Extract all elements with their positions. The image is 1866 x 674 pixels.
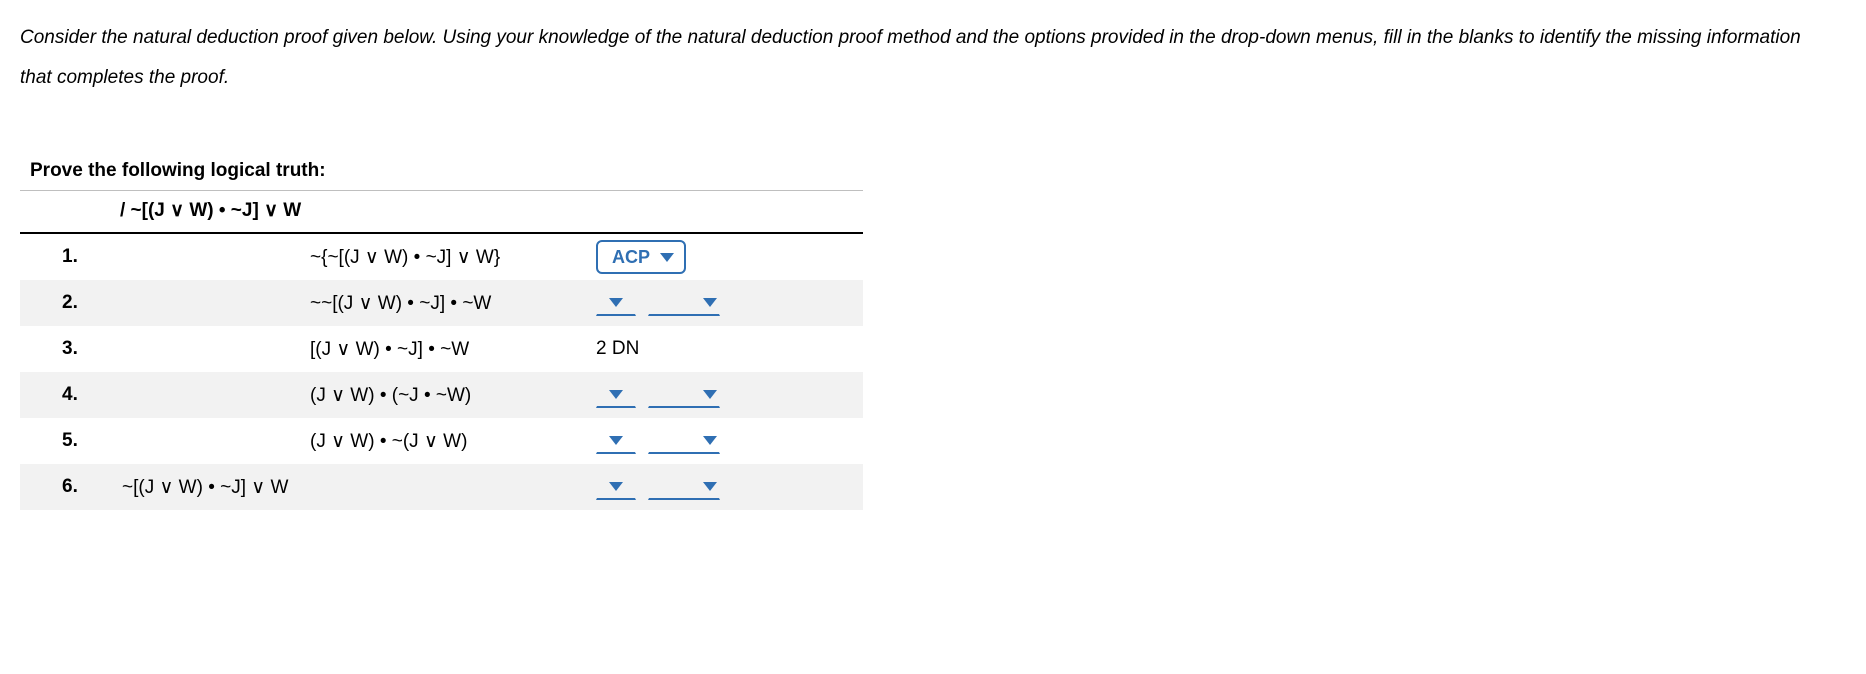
chevron-down-icon <box>703 298 717 307</box>
justification-dropdown[interactable]: ACP <box>596 240 686 274</box>
proof-row: 5. (J ∨ W) • ~(J ∨ W) <box>20 418 863 464</box>
row-justification <box>596 428 796 454</box>
line-ref-dropdown[interactable] <box>596 290 636 316</box>
rule-dropdown[interactable] <box>648 474 720 500</box>
proof-row: 1. ~{~[(J ∨ W) • ~J] ∨ W} ACP <box>20 234 863 280</box>
proof-table: 1. ~{~[(J ∨ W) • ~J] ∨ W} ACP 2. ~~[(J ∨… <box>20 234 863 510</box>
row-formula: ~{~[(J ∨ W) • ~J] ∨ W} <box>310 246 596 269</box>
row-formula: (J ∨ W) • ~(J ∨ W) <box>310 430 596 453</box>
row-number: 5. <box>20 430 82 452</box>
chevron-down-icon <box>703 390 717 399</box>
proof-row: 2. ~~[(J ∨ W) • ~J] • ~W <box>20 280 863 326</box>
rule-dropdown[interactable] <box>648 290 720 316</box>
chevron-down-icon <box>609 482 623 491</box>
row-formula: (J ∨ W) • (~J • ~W) <box>310 384 596 407</box>
row-justification <box>596 382 796 408</box>
conclusion-line: / ~[(J ∨ W) • ~J] ∨ W <box>20 191 863 234</box>
row-number: 2. <box>20 292 82 314</box>
line-ref-dropdown[interactable] <box>596 382 636 408</box>
rule-dropdown[interactable] <box>648 428 720 454</box>
line-ref-dropdown[interactable] <box>596 428 636 454</box>
proof-row: 6. ~[(J ∨ W) • ~J] ∨ W <box>20 464 863 510</box>
chevron-down-icon <box>703 482 717 491</box>
rule-dropdown[interactable] <box>648 382 720 408</box>
justification-text: 2 DN <box>596 338 639 360</box>
row-number: 6. <box>20 476 82 498</box>
row-justification <box>596 290 796 316</box>
chevron-down-icon <box>703 436 717 445</box>
instructions-text: Consider the natural deduction proof giv… <box>20 18 1835 98</box>
row-number: 3. <box>20 338 82 360</box>
row-number: 4. <box>20 384 82 406</box>
chevron-down-icon <box>660 253 674 262</box>
row-formula: ~~[(J ∨ W) • ~J] • ~W <box>310 292 596 315</box>
row-justification: ACP <box>596 240 796 274</box>
proof-row: 3. [(J ∨ W) • ~J] • ~W 2 DN <box>20 326 863 372</box>
proof-row: 4. (J ∨ W) • (~J • ~W) <box>20 372 863 418</box>
prove-heading: Prove the following logical truth: <box>20 160 863 191</box>
line-ref-dropdown[interactable] <box>596 474 636 500</box>
chevron-down-icon <box>609 390 623 399</box>
dropdown-label: ACP <box>612 247 650 268</box>
chevron-down-icon <box>609 298 623 307</box>
row-justification: 2 DN <box>596 338 796 360</box>
row-formula: [(J ∨ W) • ~J] • ~W <box>310 338 596 361</box>
row-number: 1. <box>20 246 82 268</box>
chevron-down-icon <box>609 436 623 445</box>
row-formula: ~[(J ∨ W) • ~J] ∨ W <box>122 476 596 499</box>
row-justification <box>596 474 796 500</box>
